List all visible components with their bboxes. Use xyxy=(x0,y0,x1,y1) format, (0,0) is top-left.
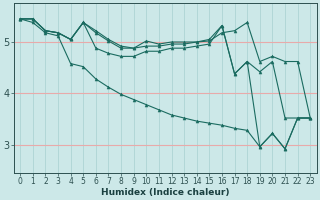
X-axis label: Humidex (Indice chaleur): Humidex (Indice chaleur) xyxy=(101,188,229,197)
